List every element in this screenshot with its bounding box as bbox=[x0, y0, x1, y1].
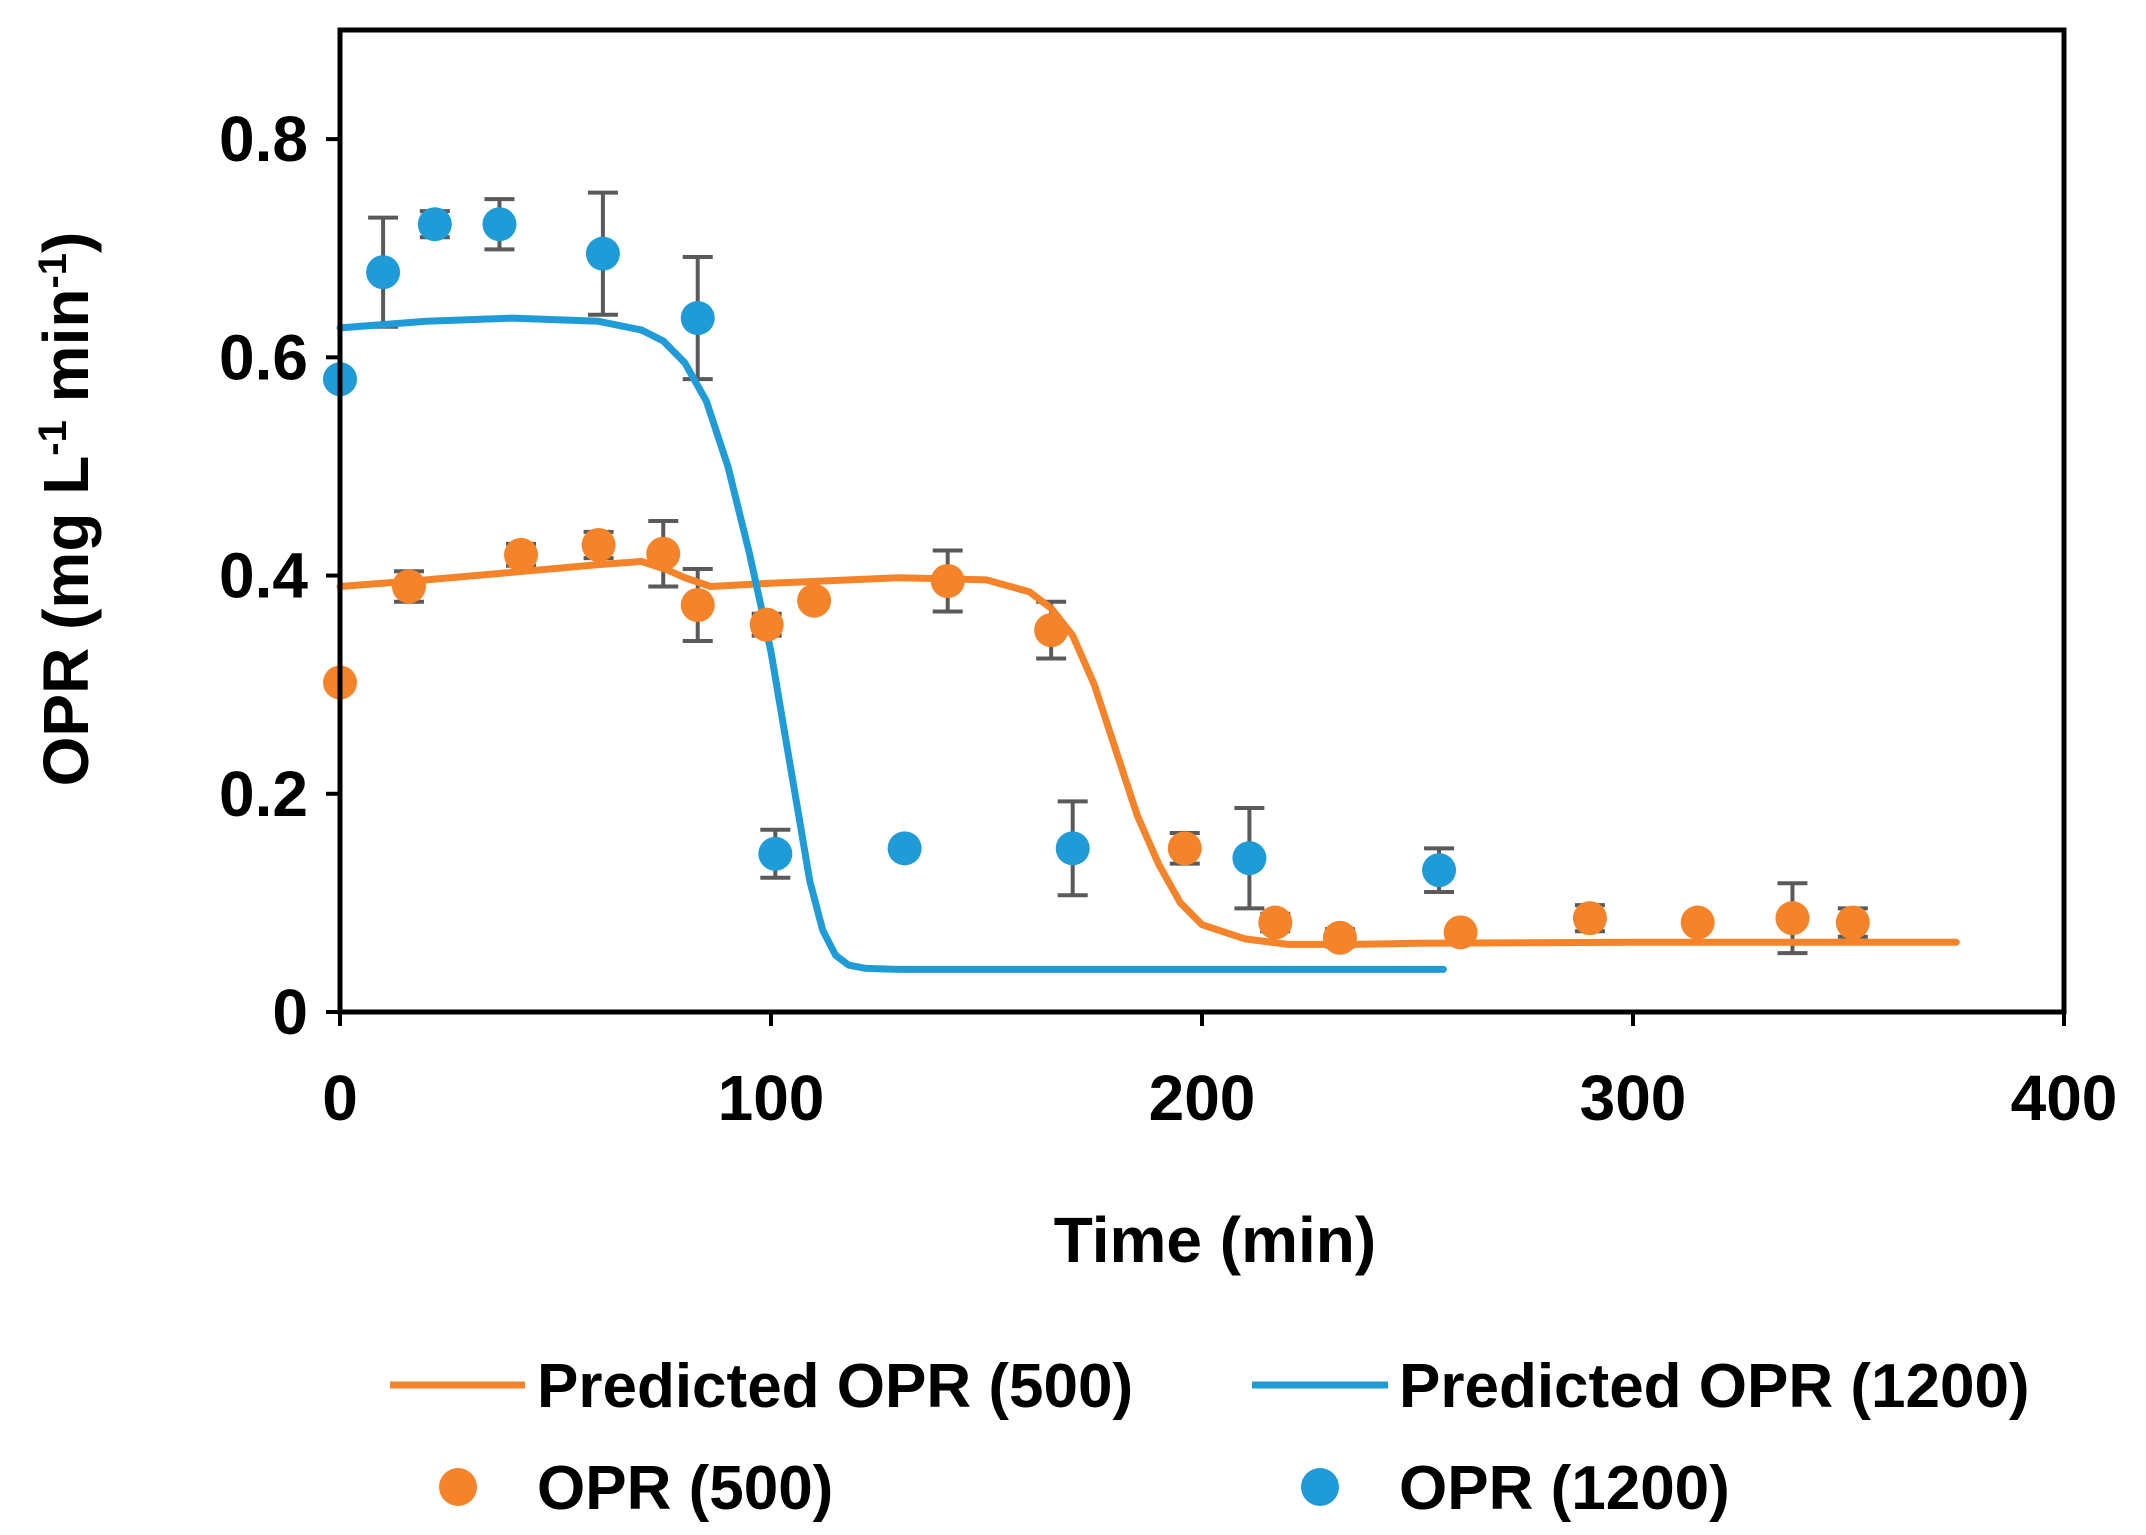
x-tick-label-0: 0 bbox=[322, 1062, 358, 1134]
data-point-opr-500-17 bbox=[1835, 905, 1870, 940]
x-tick-label-100: 100 bbox=[718, 1062, 825, 1134]
y-axis-title-sup2: -1 bbox=[31, 253, 75, 289]
x-tick-label-300: 300 bbox=[1580, 1062, 1687, 1134]
y-axis-title-main: OPR (mg L bbox=[30, 456, 102, 787]
data-point-opr-1200-8 bbox=[1055, 831, 1090, 866]
data-point-opr-1200-6 bbox=[758, 836, 793, 871]
data-point-opr-1200-10 bbox=[1422, 853, 1457, 888]
data-point-opr-500-7 bbox=[797, 583, 832, 618]
data-point-opr-500-11 bbox=[1258, 905, 1293, 940]
y-axis-title-close: ) bbox=[30, 232, 102, 253]
legend: Predicted OPR (500) Predicted OPR (1200)… bbox=[390, 1352, 2030, 1523]
data-point-opr-500-3 bbox=[581, 528, 616, 563]
x-axis-title: Time (min) bbox=[1054, 1204, 1376, 1276]
legend-marker-opr-1200 bbox=[1301, 1468, 1339, 1506]
y-axis-title-sup1: -1 bbox=[31, 420, 75, 456]
data-point-opr-500-10 bbox=[1167, 831, 1202, 866]
y-tick-label-0.6: 0.6 bbox=[219, 321, 308, 393]
data-point-opr-1200-2 bbox=[417, 207, 452, 242]
y-tick-label-0.8: 0.8 bbox=[219, 103, 308, 175]
data-point-opr-1200-5 bbox=[680, 301, 715, 336]
data-point-opr-500-2 bbox=[504, 537, 539, 572]
data-point-opr-1200-3 bbox=[482, 207, 517, 242]
data-point-opr-1200-1 bbox=[366, 255, 401, 290]
data-point-opr-500-8 bbox=[930, 564, 965, 599]
data-point-opr-1200-7 bbox=[887, 831, 922, 866]
data-point-opr-500-6 bbox=[749, 607, 784, 642]
series-line-predicted-opr-1200 bbox=[336, 314, 1447, 973]
y-tick-label-0: 0 bbox=[272, 976, 308, 1048]
data-points bbox=[323, 207, 1870, 955]
data-point-opr-500-12 bbox=[1322, 920, 1357, 955]
y-axis-title: OPR (mg L-1 min-1) bbox=[30, 232, 102, 787]
y-axis-title-min: min bbox=[30, 289, 102, 421]
legend-label-opr-500: OPR (500) bbox=[537, 1454, 833, 1523]
data-point-opr-500-13 bbox=[1443, 915, 1478, 950]
data-point-opr-500-1 bbox=[391, 569, 426, 604]
data-point-opr-1200-9 bbox=[1232, 841, 1267, 876]
legend-label-opr-1200: OPR (1200) bbox=[1399, 1454, 1730, 1523]
data-point-opr-500-9 bbox=[1034, 613, 1069, 648]
legend-label-predicted-500: Predicted OPR (500) bbox=[537, 1352, 1133, 1421]
y-tick-label-0.4: 0.4 bbox=[219, 540, 308, 612]
axis-tick-labels: 0 100 200 300 400 0 0.2 0.4 0.6 0.8 bbox=[219, 103, 2117, 1134]
x-tick-label-400: 400 bbox=[2011, 1062, 2118, 1134]
legend-label-predicted-1200: Predicted OPR (1200) bbox=[1399, 1352, 2030, 1421]
data-point-opr-500-14 bbox=[1572, 901, 1607, 936]
y-tick-label-0.2: 0.2 bbox=[219, 758, 308, 830]
axis-ticks bbox=[326, 137, 2066, 1026]
data-point-opr-500-15 bbox=[1680, 905, 1715, 940]
data-point-opr-500-5 bbox=[680, 588, 715, 623]
legend-marker-opr-500 bbox=[439, 1468, 477, 1506]
data-point-opr-500-4 bbox=[646, 536, 681, 571]
x-tick-label-200: 200 bbox=[1149, 1062, 1256, 1134]
data-point-opr-500-16 bbox=[1775, 901, 1810, 936]
data-point-opr-1200-4 bbox=[585, 236, 620, 271]
